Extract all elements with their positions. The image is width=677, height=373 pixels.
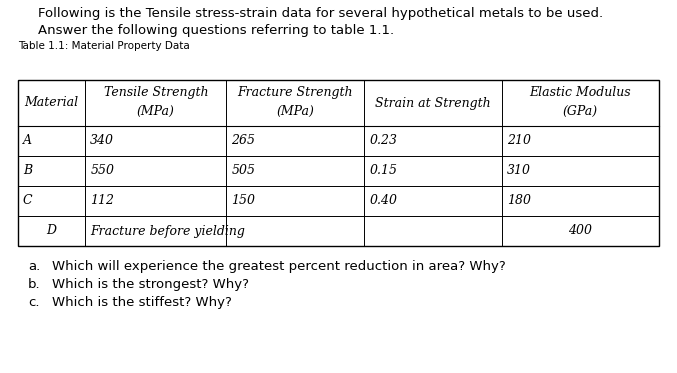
Text: (MPa): (MPa) bbox=[137, 105, 175, 118]
Text: Which will experience the greatest percent reduction in area? Why?: Which will experience the greatest perce… bbox=[52, 260, 506, 273]
Text: 400: 400 bbox=[569, 225, 592, 238]
Text: Strain at Strength: Strain at Strength bbox=[375, 97, 491, 110]
Text: 112: 112 bbox=[90, 194, 114, 207]
Text: Fracture Strength: Fracture Strength bbox=[238, 86, 353, 99]
Text: Fracture before yielding: Fracture before yielding bbox=[90, 225, 245, 238]
Text: 550: 550 bbox=[90, 164, 114, 178]
Text: Tensile Strength: Tensile Strength bbox=[104, 86, 208, 99]
Text: Material: Material bbox=[24, 97, 79, 110]
Text: 505: 505 bbox=[232, 164, 255, 178]
Text: Which is the strongest? Why?: Which is the strongest? Why? bbox=[52, 278, 249, 291]
Text: 0.15: 0.15 bbox=[369, 164, 397, 178]
Text: 310: 310 bbox=[507, 164, 531, 178]
Text: 340: 340 bbox=[90, 135, 114, 147]
Text: 180: 180 bbox=[507, 194, 531, 207]
Text: (MPa): (MPa) bbox=[276, 105, 314, 118]
Text: 150: 150 bbox=[232, 194, 255, 207]
Bar bbox=[18, 80, 659, 246]
Text: 265: 265 bbox=[232, 135, 255, 147]
Text: D: D bbox=[47, 225, 57, 238]
Text: 0.23: 0.23 bbox=[369, 135, 397, 147]
Text: 210: 210 bbox=[507, 135, 531, 147]
Text: A: A bbox=[23, 135, 32, 147]
Text: B: B bbox=[23, 164, 32, 178]
Text: c.: c. bbox=[28, 296, 39, 309]
Text: C: C bbox=[23, 194, 32, 207]
Text: 0.40: 0.40 bbox=[369, 194, 397, 207]
Text: Answer the following questions referring to table 1.1.: Answer the following questions referring… bbox=[38, 24, 394, 37]
Text: Table 1.1: Material Property Data: Table 1.1: Material Property Data bbox=[18, 41, 190, 51]
Text: b.: b. bbox=[28, 278, 41, 291]
Text: a.: a. bbox=[28, 260, 40, 273]
Text: Which is the stiffest? Why?: Which is the stiffest? Why? bbox=[52, 296, 232, 309]
Text: (GPa): (GPa) bbox=[563, 105, 598, 118]
Text: Elastic Modulus: Elastic Modulus bbox=[529, 86, 631, 99]
Text: Following is the Tensile stress-strain data for several hypothetical metals to b: Following is the Tensile stress-strain d… bbox=[38, 7, 603, 20]
